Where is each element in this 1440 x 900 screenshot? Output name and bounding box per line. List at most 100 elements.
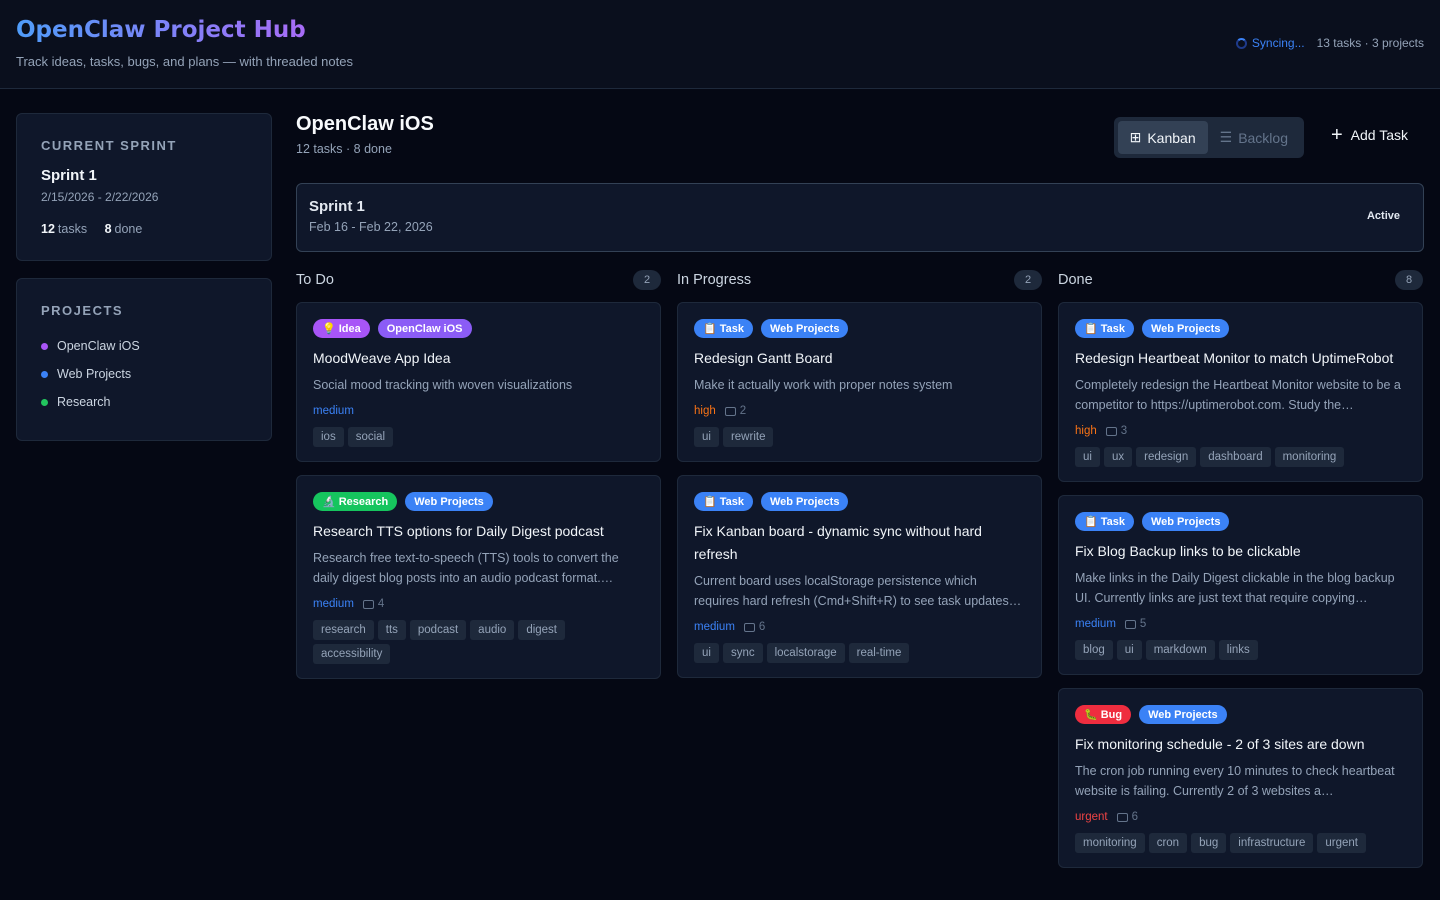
project-dot-icon <box>41 370 48 378</box>
projects-panel: PROJECTS OpenClaw iOS Web Projects Researc… <box>16 278 272 441</box>
tag: ui <box>1116 640 1142 660</box>
comment-count: 5 <box>1124 618 1147 630</box>
task-card[interactable]: 📋 Task Web Projects Fix Kanban board - dy… <box>677 475 1042 678</box>
comment-icon <box>1116 812 1128 822</box>
priority-label: medium <box>313 405 354 417</box>
comment-icon <box>362 599 374 609</box>
tag: ios <box>313 427 344 447</box>
task-card[interactable]: 💡 Idea OpenClaw iOS MoodWeave App Idea So… <box>296 302 661 462</box>
type-badge: 💡 Idea <box>313 319 370 338</box>
tag: audio <box>470 620 515 640</box>
comment-count-value: 6 <box>758 621 766 633</box>
projects-heading: PROJECTS <box>41 303 124 318</box>
task-card[interactable]: 📋 Task Web Projects Redesign Gantt Board … <box>677 302 1042 462</box>
tag: social <box>347 427 394 447</box>
project-badge: Web Projects <box>1139 705 1227 724</box>
project-badge: Web Projects <box>1141 319 1230 338</box>
tag: monitoring <box>1075 833 1145 853</box>
sprint-name: Sprint 1 <box>41 167 97 184</box>
column-count: 8 <box>1395 270 1423 290</box>
column-count: 2 <box>1014 270 1042 290</box>
card-title: Fix Blog Backup links to be clickable <box>1075 543 1301 559</box>
main-content: OpenClaw iOS 12 tasks · 8 done ⊞ Kanban ☰… <box>296 113 1424 881</box>
type-icon: 💡 <box>322 323 336 335</box>
tag: tts <box>377 620 406 640</box>
add-task-button[interactable]: + Add Task <box>1330 124 1408 146</box>
type-label: Bug <box>1100 708 1123 721</box>
project-dot-icon <box>41 398 48 406</box>
sprint-banner: Sprint 1 Feb 16 - Feb 22, 2026 Active <box>296 183 1424 252</box>
comment-count: 6 <box>743 621 766 633</box>
tag: accessibility <box>313 644 391 664</box>
backlog-label: Backlog <box>1238 129 1288 146</box>
type-icon: 📋 <box>1084 323 1098 335</box>
task-card[interactable]: 🔬 Research Web Projects Research TTS opti… <box>296 475 661 679</box>
card-description: Completely redesign the Heartbeat Monito… <box>1075 378 1401 412</box>
project-label: OpenClaw iOS <box>57 339 140 353</box>
tag: ux <box>1103 447 1133 467</box>
card-description: Make it actually work with proper notes … <box>694 378 953 392</box>
project-dot-icon <box>41 342 48 350</box>
sprint-banner-name: Sprint 1 <box>309 198 365 215</box>
column: In Progress 2 📋 Task Web Projects Redesign… <box>677 268 1042 881</box>
comment-count-value: 4 <box>377 598 385 610</box>
project-title: OpenClaw iOS <box>296 113 434 135</box>
tag: ui <box>694 427 719 447</box>
priority-label: medium <box>694 621 735 633</box>
type-icon: 📋 <box>703 496 717 508</box>
summary-counts: 13 tasks · 3 projects <box>1316 36 1424 50</box>
app-subtitle: Track ideas, tasks, bugs, and plans — wi… <box>16 54 353 69</box>
tag: links <box>1218 640 1258 660</box>
task-card[interactable]: 🐛 Bug Web Projects Fix monitoring schedul… <box>1058 688 1423 868</box>
plus-icon: + <box>1330 124 1343 146</box>
type-label: Research <box>338 495 389 508</box>
tag: rewrite <box>722 427 774 447</box>
type-icon: 📋 <box>1084 516 1098 528</box>
column: To Do 2 💡 Idea OpenClaw iOS MoodWeave App … <box>296 268 661 881</box>
sprint-heading: CURRENT SPRINT <box>41 138 177 153</box>
sprint-stats: 12 tasks 8 done <box>41 222 247 236</box>
kanban-view-button[interactable]: ⊞ Kanban <box>1117 121 1208 154</box>
tag: markdown <box>1145 640 1215 660</box>
comment-count-value: 3 <box>1120 425 1128 437</box>
tasks-count: 12 <box>41 222 55 236</box>
list-check-icon: ☰ <box>1219 129 1233 145</box>
done-count: 8 <box>104 222 112 236</box>
kanban-board: To Do 2 💡 Idea OpenClaw iOS MoodWeave App … <box>296 268 1424 881</box>
card-title: MoodWeave App Idea <box>313 350 451 366</box>
sync-status: Syncing... <box>1235 36 1305 50</box>
priority-label: medium <box>1075 618 1116 630</box>
project-label: Web Projects <box>57 367 132 381</box>
backlog-view-button[interactable]: ☰ Backlog <box>1208 121 1300 154</box>
sidebar: CURRENT SPRINT Sprint 1 2/15/2026 - 2/22… <box>16 113 272 458</box>
comment-count: 2 <box>724 405 746 417</box>
tag: dashboard <box>1200 447 1271 467</box>
tag: monitoring <box>1274 447 1345 467</box>
tag: research <box>313 620 374 640</box>
card-description: Make links in the Daily Digest clickable… <box>1075 571 1395 605</box>
tag: podcast <box>409 620 467 640</box>
sprint-banner-dates: Feb 16 - Feb 22, 2026 <box>309 220 433 234</box>
card-description: Social mood tracking with woven visualiz… <box>313 378 573 392</box>
task-card[interactable]: 📋 Task Web Projects Redesign Heartbeat Mo… <box>1058 302 1423 482</box>
project-item[interactable]: Web Projects <box>41 360 247 388</box>
type-icon: 📋 <box>703 323 717 335</box>
project-item[interactable]: OpenClaw iOS <box>41 332 247 360</box>
column-title: Done <box>1058 272 1093 288</box>
comment-count: 3 <box>1105 425 1128 437</box>
add-task-label: Add Task <box>1350 127 1408 143</box>
tag: bug <box>1191 833 1227 853</box>
comment-count: 6 <box>1116 811 1138 823</box>
tag: ui <box>1075 447 1100 467</box>
spinner-icon <box>1235 37 1247 49</box>
comment-count-value: 5 <box>1139 618 1147 630</box>
card-title: Research TTS options for Daily Digest po… <box>313 523 604 539</box>
card-description: Research free text-to-speech (TTS) tools… <box>313 551 619 585</box>
project-item[interactable]: Research <box>41 388 247 416</box>
type-badge: 🔬 Research <box>313 492 398 511</box>
grid-icon: ⊞ <box>1129 129 1142 145</box>
tag: ui <box>694 643 719 663</box>
task-card[interactable]: 📋 Task Web Projects Fix Blog Backup links… <box>1058 495 1423 675</box>
card-title: Redesign Heartbeat Monitor to match Upti… <box>1075 350 1394 366</box>
tag: blog <box>1075 640 1113 660</box>
